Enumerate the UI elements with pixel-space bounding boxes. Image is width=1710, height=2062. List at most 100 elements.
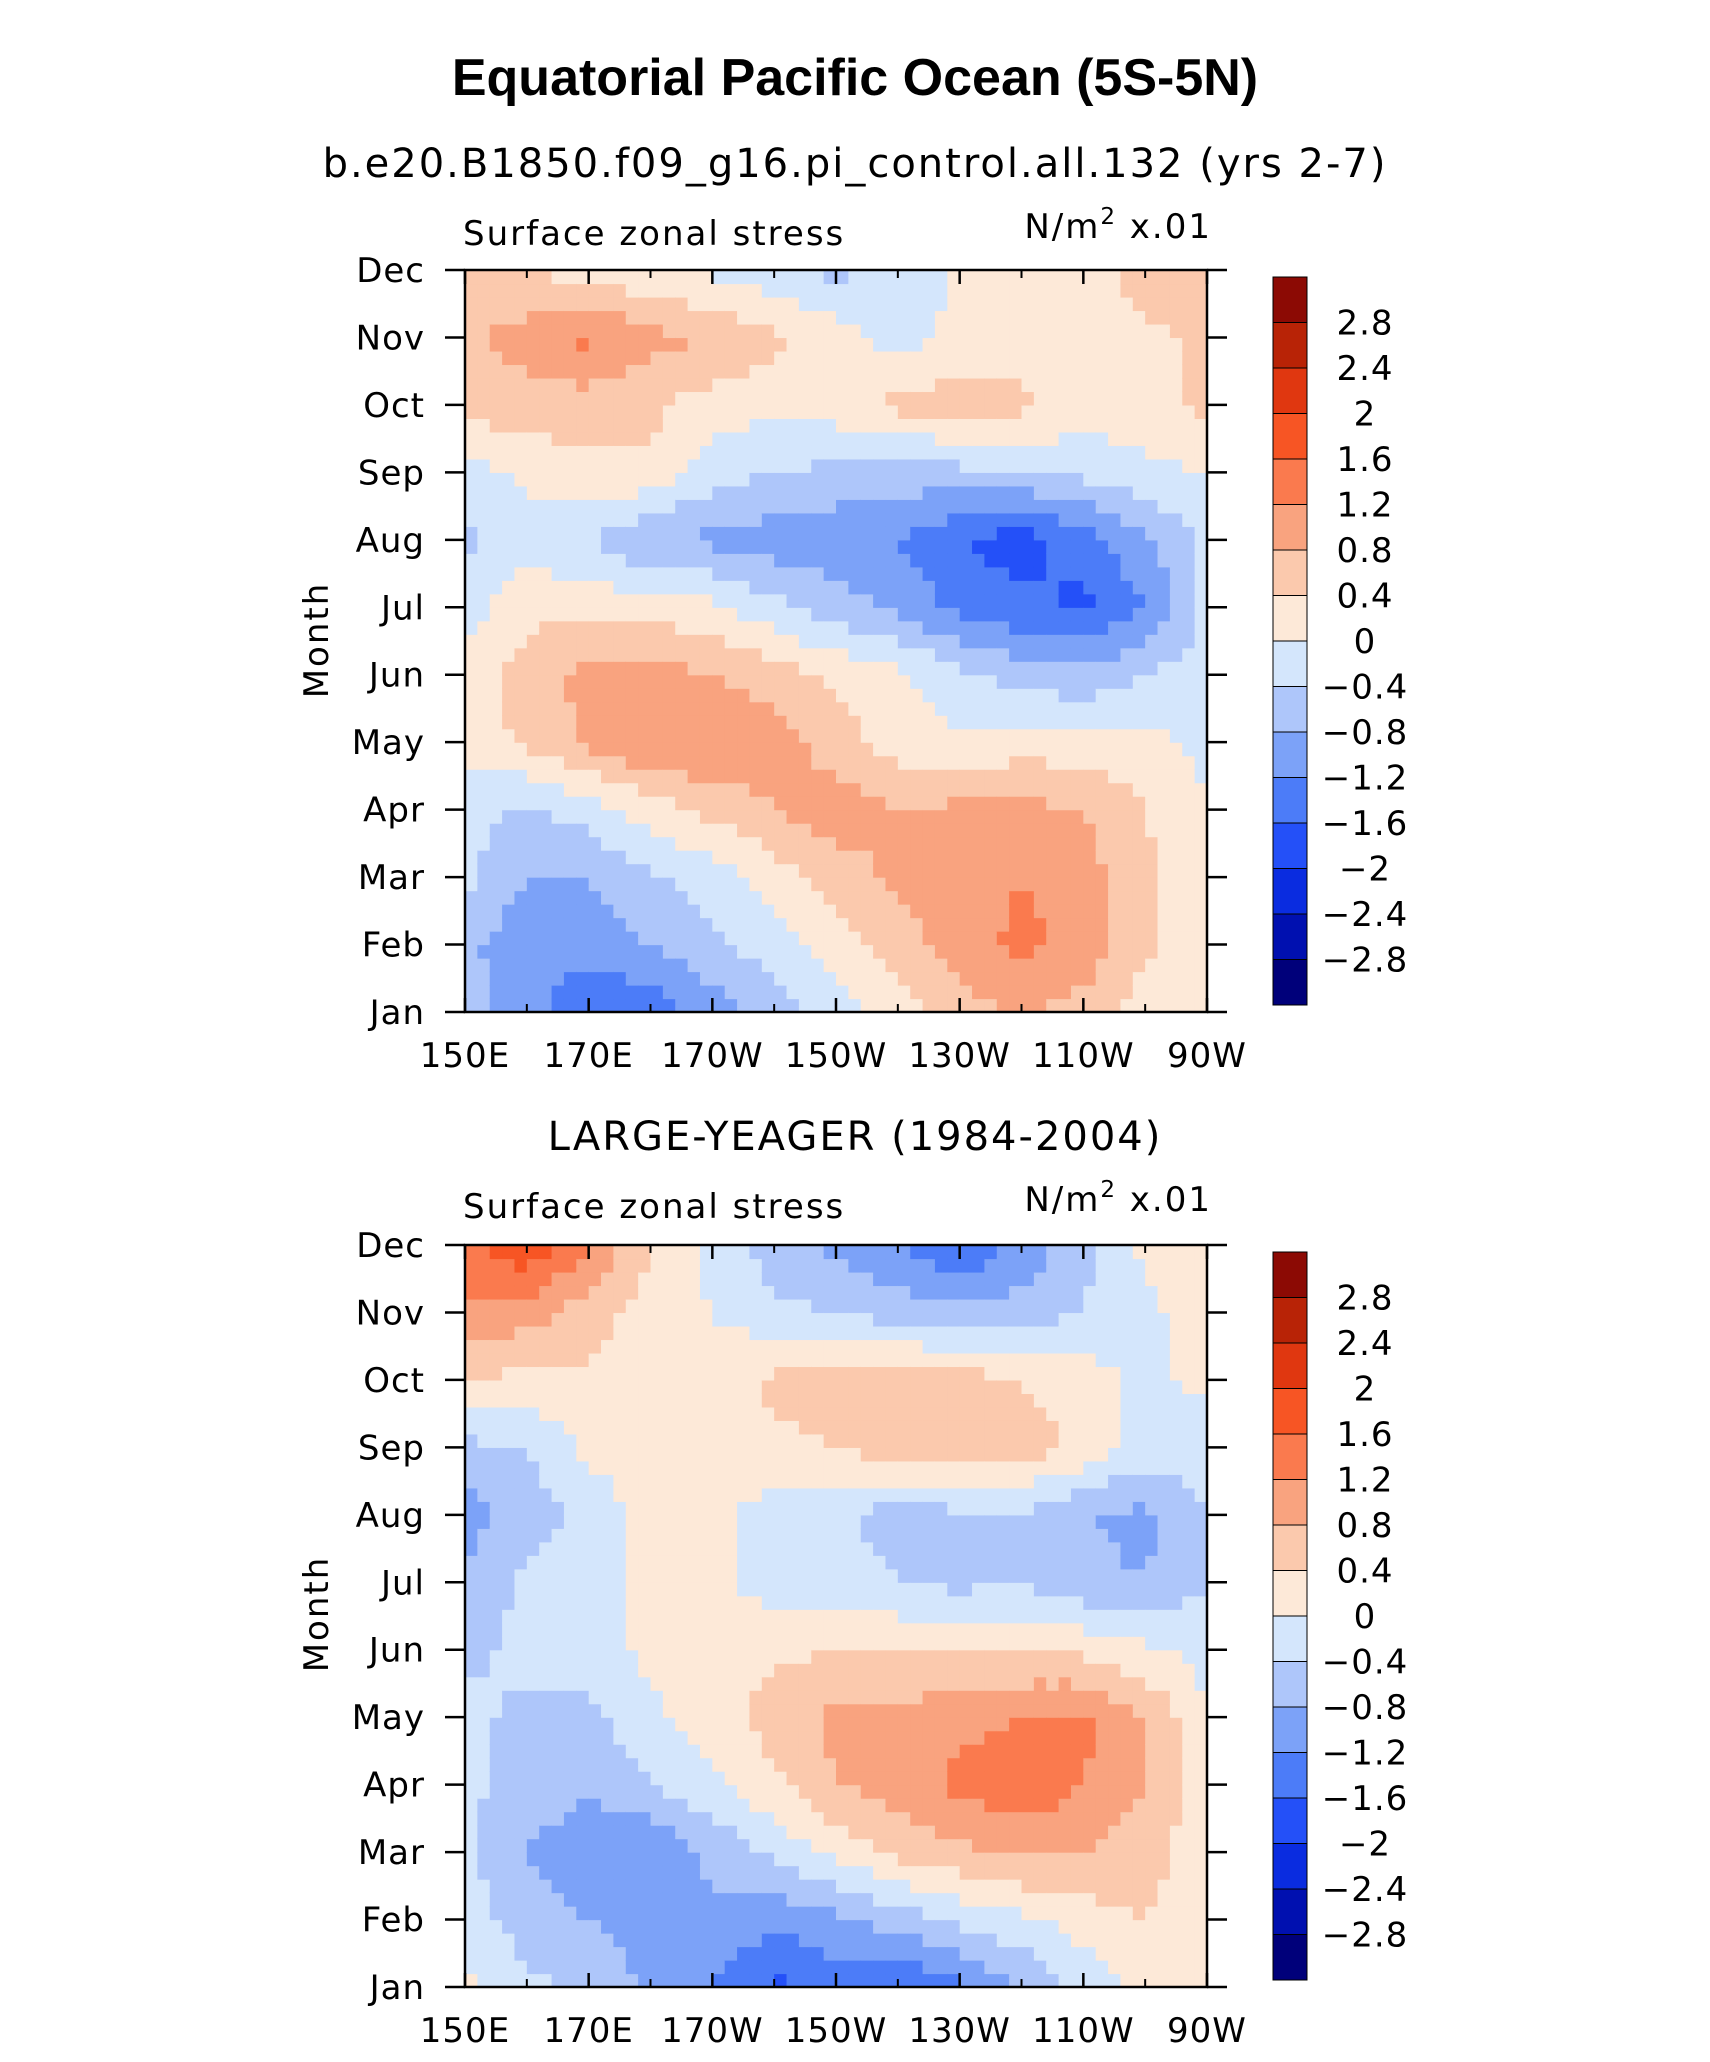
field-cell <box>972 270 985 285</box>
field-cell <box>1009 850 1023 865</box>
field-cell <box>749 1406 763 1421</box>
field-cell <box>687 580 701 595</box>
field-cell <box>1157 917 1171 932</box>
field-cell <box>922 931 936 946</box>
field-cell <box>650 1798 664 1813</box>
field-cell <box>1157 782 1171 797</box>
field-cell <box>724 1784 738 1799</box>
field-cell <box>972 620 985 635</box>
field-cell <box>576 1528 590 1543</box>
field-cell <box>1033 769 1047 784</box>
field-cell <box>625 1811 639 1826</box>
field-cell <box>613 1582 627 1597</box>
field-cell <box>675 1420 689 1435</box>
field-cell <box>465 904 478 919</box>
field-cell <box>551 769 565 784</box>
field-cell <box>576 850 590 865</box>
field-cell <box>934 283 948 298</box>
field-cell <box>650 607 664 622</box>
field-cell <box>675 917 689 932</box>
field-cell <box>1083 323 1097 339</box>
field-cell <box>737 1501 751 1516</box>
field-cell <box>798 337 812 352</box>
field-cell <box>848 917 862 932</box>
field-cell <box>947 755 961 770</box>
field-cell <box>613 1946 627 1961</box>
field-cell <box>959 931 973 946</box>
field-cell <box>675 607 689 622</box>
field-cell <box>601 1973 614 1987</box>
field-cell <box>1120 431 1134 446</box>
field-cell <box>737 1811 751 1826</box>
field-cell <box>1009 526 1023 541</box>
field-cell <box>1132 917 1146 932</box>
field-cell <box>539 809 553 824</box>
field-cell <box>601 1757 614 1772</box>
field-cell <box>724 1811 738 1826</box>
field-cell <box>687 1879 701 1894</box>
field-cell <box>539 1474 553 1489</box>
field-cell <box>860 674 874 689</box>
field-cell <box>712 1919 726 1934</box>
field-cell <box>798 323 812 339</box>
field-cell <box>514 1636 528 1651</box>
field-cell <box>563 1906 577 1921</box>
colorbar-label: −0.8 <box>1322 713 1409 753</box>
field-cell <box>934 985 948 1000</box>
field-cell <box>551 985 565 1000</box>
field-cell <box>551 1892 565 1907</box>
field-cell <box>502 323 516 339</box>
field-cell <box>588 1649 602 1664</box>
field-cell <box>477 863 491 878</box>
field-cell <box>737 526 751 541</box>
field-cell <box>996 296 1010 312</box>
field-cell <box>662 472 676 487</box>
field-cell <box>959 836 973 851</box>
field-cell <box>477 1595 491 1610</box>
field-cell <box>934 607 948 622</box>
field-cell <box>1058 472 1072 487</box>
field-cell <box>662 1757 676 1772</box>
field-cell <box>774 1717 788 1732</box>
field-cell <box>576 1906 590 1921</box>
field-cell <box>1083 809 1097 824</box>
colorbar-label: 0.8 <box>1336 531 1393 571</box>
field-cell <box>761 472 775 487</box>
field-cell <box>489 1690 503 1705</box>
field-cell <box>786 1622 800 1637</box>
field-cell <box>823 674 837 689</box>
field-cell <box>613 796 627 811</box>
field-cell <box>625 647 639 662</box>
field-cell <box>1120 607 1134 622</box>
field-cell <box>526 958 540 973</box>
field-cell <box>675 647 689 662</box>
field-cell <box>477 1730 491 1745</box>
x-tick-label: 150E <box>420 1036 510 1076</box>
field-cell <box>563 566 577 581</box>
field-cell <box>1194 445 1207 460</box>
field-cell <box>675 1906 689 1921</box>
field-cell <box>836 998 849 1012</box>
field-cell <box>1033 728 1047 743</box>
field-cell <box>489 985 503 1000</box>
field-cell <box>1095 809 1109 824</box>
field-cell <box>823 404 837 419</box>
field-cell <box>588 620 602 635</box>
field-cell <box>502 836 516 851</box>
field-cell <box>786 1366 800 1381</box>
field-cell <box>662 580 676 595</box>
field-cell <box>489 1298 503 1314</box>
field-cell <box>1095 404 1109 419</box>
field-cell <box>774 593 788 608</box>
field-cell <box>959 337 973 352</box>
field-cell <box>638 890 652 905</box>
field-cell <box>625 1946 639 1961</box>
field-cell <box>947 391 961 406</box>
field-cell <box>897 985 911 1000</box>
field-cell <box>465 1703 478 1718</box>
field-cell <box>465 850 478 865</box>
colorbar-label: 2.4 <box>1336 349 1393 389</box>
field-cell <box>502 593 516 608</box>
field-cell <box>526 512 540 527</box>
field-cell <box>1157 620 1171 635</box>
